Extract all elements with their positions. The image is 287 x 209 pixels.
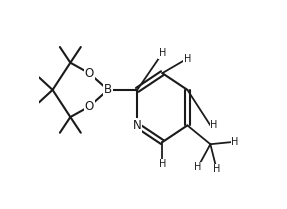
Text: B: B xyxy=(104,83,112,96)
Text: H: H xyxy=(159,159,166,169)
Text: H: H xyxy=(194,162,201,172)
Text: O: O xyxy=(85,67,94,80)
Text: H: H xyxy=(210,120,218,130)
Text: H: H xyxy=(184,54,191,64)
Text: N: N xyxy=(133,119,141,132)
Text: O: O xyxy=(85,100,94,113)
Text: H: H xyxy=(213,164,220,174)
Text: H: H xyxy=(159,48,166,58)
Text: H: H xyxy=(231,137,239,147)
